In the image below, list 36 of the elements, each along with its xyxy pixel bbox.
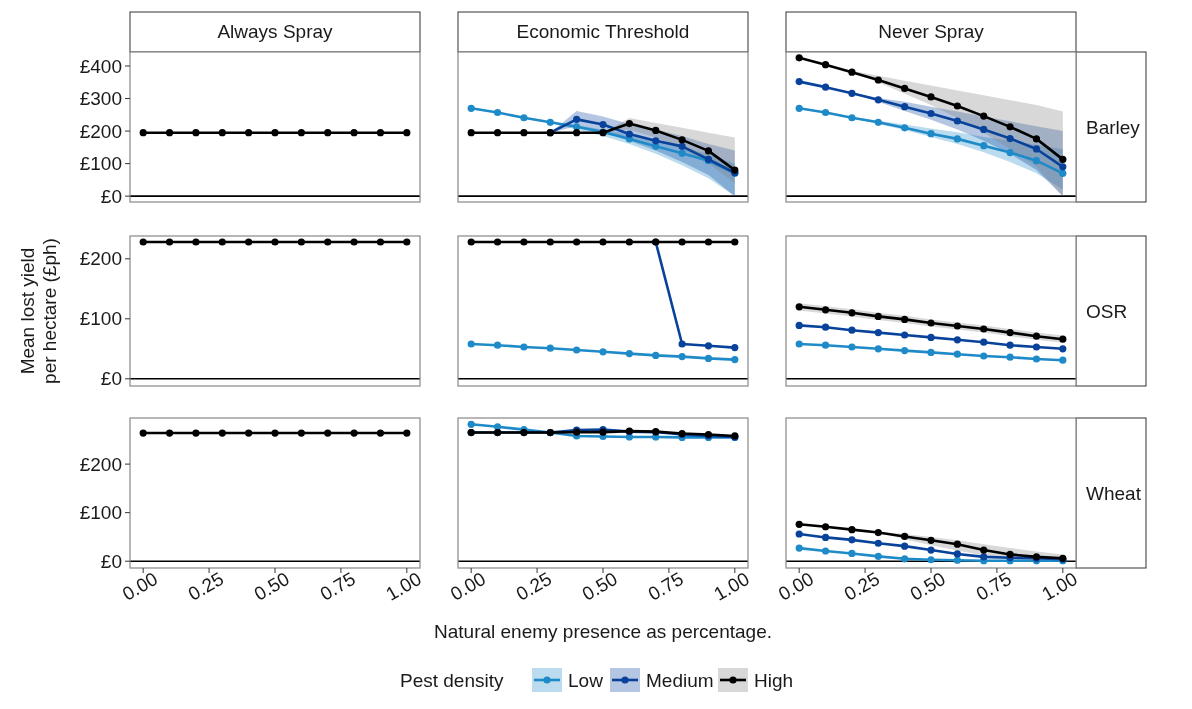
y-tick-label: £400: [79, 55, 122, 77]
legend-label: Medium: [646, 669, 714, 691]
y-tick-label: £200: [79, 248, 122, 270]
x-tick-label: 1.00: [382, 568, 425, 605]
x-tick-label: 0.00: [446, 568, 490, 605]
y-axis-title: Mean lost yield per hectare (£ph): [17, 238, 60, 384]
x-tick-label: 0.50: [906, 568, 950, 605]
x-tick-label: 0.50: [250, 568, 294, 605]
y-tick-label: £200: [79, 453, 122, 475]
x-tick-label: 0.00: [774, 568, 818, 605]
legend-label: High: [754, 669, 794, 691]
y-tick-label: £300: [79, 88, 122, 110]
x-axis-title: Natural enemy presence as percentage.: [434, 621, 772, 642]
x-tick-label: 0.25: [840, 568, 884, 605]
x-tick-label: 0.25: [512, 568, 556, 605]
chart-title: Always Spray: [217, 21, 334, 42]
y-tick-label: £100: [79, 153, 122, 175]
y2-axis-title: Wheat: [1086, 483, 1142, 504]
y-tick-label: £0: [100, 368, 122, 390]
y-tick-label: £0: [100, 185, 122, 207]
legend-label: Low: [568, 669, 604, 691]
x-tick-label: 0.75: [316, 568, 359, 605]
chart-title: Economic Threshold: [516, 21, 690, 42]
x-tick-label: 1.00: [1038, 568, 1081, 605]
y2-axis-title: Barley: [1086, 117, 1141, 138]
y2-axis-title: OSR: [1086, 301, 1128, 322]
y-tick-label: £100: [79, 308, 122, 330]
x-tick-label: 0.75: [972, 568, 1015, 605]
x-tick-label: 1.00: [710, 568, 753, 605]
x-tick-label: 0.50: [578, 568, 622, 605]
x-tick-label: 0.25: [184, 568, 228, 605]
legend-title: Pest density: [400, 669, 504, 691]
y-tick-label: £200: [79, 120, 122, 142]
y-tick-label: £100: [79, 502, 122, 524]
x-tick-label: 0.75: [644, 568, 687, 605]
chart-title: Never Spray: [878, 21, 985, 42]
